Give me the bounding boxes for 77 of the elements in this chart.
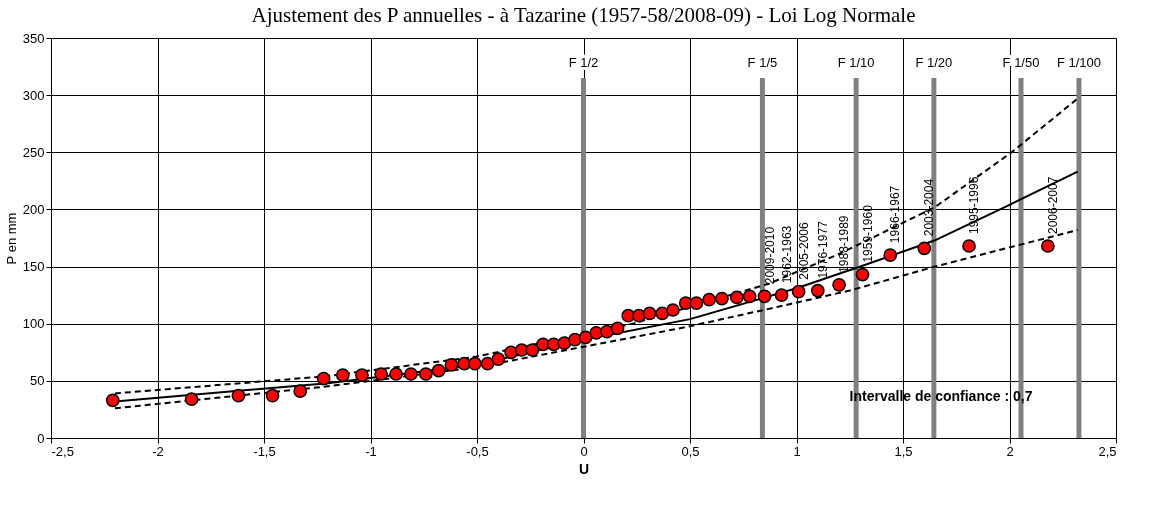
annotation: 2005-2006 xyxy=(796,222,811,280)
point xyxy=(757,289,772,304)
y-tick-label: 250 xyxy=(22,144,45,160)
point xyxy=(514,343,529,357)
point xyxy=(419,367,433,381)
x-tick-label: -1 xyxy=(365,443,377,459)
ref-line-label: F 1/50 xyxy=(1002,55,1040,70)
point xyxy=(729,290,744,305)
point xyxy=(468,356,482,371)
ref-line-label: F 1/10 xyxy=(837,55,875,70)
point xyxy=(480,356,495,371)
point xyxy=(316,371,331,386)
x-tick-label: -1,5 xyxy=(253,443,276,459)
point xyxy=(832,278,846,292)
chart-title: Ajustement des P annuelles - à Tazarine (1957-58/2008-09) - Loi Log Normale xyxy=(251,3,916,27)
point xyxy=(883,248,898,262)
point xyxy=(231,388,246,403)
point xyxy=(105,393,120,408)
point xyxy=(600,324,614,339)
point xyxy=(374,367,389,381)
point xyxy=(557,336,572,350)
point xyxy=(184,392,199,406)
y-tick-label: 200 xyxy=(22,201,45,217)
point xyxy=(404,367,418,381)
point xyxy=(610,321,625,336)
point xyxy=(702,292,717,307)
y-tick-label: 50 xyxy=(30,373,45,389)
point xyxy=(335,368,350,382)
ref-line-label: F 1/100 xyxy=(1056,55,1101,70)
y-tick-label: 150 xyxy=(22,259,45,275)
point xyxy=(431,363,446,378)
point xyxy=(1040,239,1055,253)
point xyxy=(810,283,825,298)
annotation: 1966-1967 xyxy=(888,185,903,244)
y-axis-title: P en mm xyxy=(3,212,19,265)
ref-line-label: F 1/5 xyxy=(747,55,778,70)
y-tick-label: 0 xyxy=(37,430,45,446)
y-tick-label: 100 xyxy=(22,316,45,332)
point xyxy=(678,296,693,310)
point xyxy=(774,288,789,302)
x-axis-title: U xyxy=(578,460,590,477)
x-tick-label: 1 xyxy=(793,443,801,459)
point xyxy=(962,239,976,253)
x-tick-label: 2,5 xyxy=(1098,443,1117,459)
annotation: 2003-2004 xyxy=(922,178,937,237)
x-tick-label: 0,5 xyxy=(681,443,700,459)
point xyxy=(265,388,280,403)
x-tick-label: 0 xyxy=(580,443,588,459)
y-tick-label: 300 xyxy=(22,87,45,103)
point xyxy=(444,358,459,372)
annotation: 1959-1960 xyxy=(860,204,875,263)
ref-line-label: F 1/20 xyxy=(915,55,953,70)
point xyxy=(666,303,680,317)
point xyxy=(355,368,369,382)
point xyxy=(791,284,806,299)
x-tick-label: 1,5 xyxy=(894,443,913,459)
point xyxy=(855,267,870,282)
point xyxy=(389,367,403,381)
point xyxy=(742,289,757,304)
point xyxy=(578,330,593,345)
point xyxy=(491,352,506,366)
x-tick-label: -2 xyxy=(152,443,164,459)
x-tick-label: -2,5 xyxy=(51,443,74,459)
x-tick-label: -0,5 xyxy=(466,443,489,459)
point xyxy=(689,296,704,310)
point xyxy=(917,241,932,256)
annotation: 2009-2010 xyxy=(762,226,777,285)
point xyxy=(642,306,657,321)
point xyxy=(504,345,518,360)
point xyxy=(715,291,729,306)
annotation: 1988-1989 xyxy=(837,215,852,273)
y-tick-label: 350 xyxy=(22,30,45,46)
annotation: 2006-2007 xyxy=(1045,176,1060,234)
point xyxy=(525,343,540,357)
x-tick-label: 2 xyxy=(1006,443,1014,459)
point xyxy=(293,384,308,398)
annotation: 1962-1963 xyxy=(779,225,794,284)
